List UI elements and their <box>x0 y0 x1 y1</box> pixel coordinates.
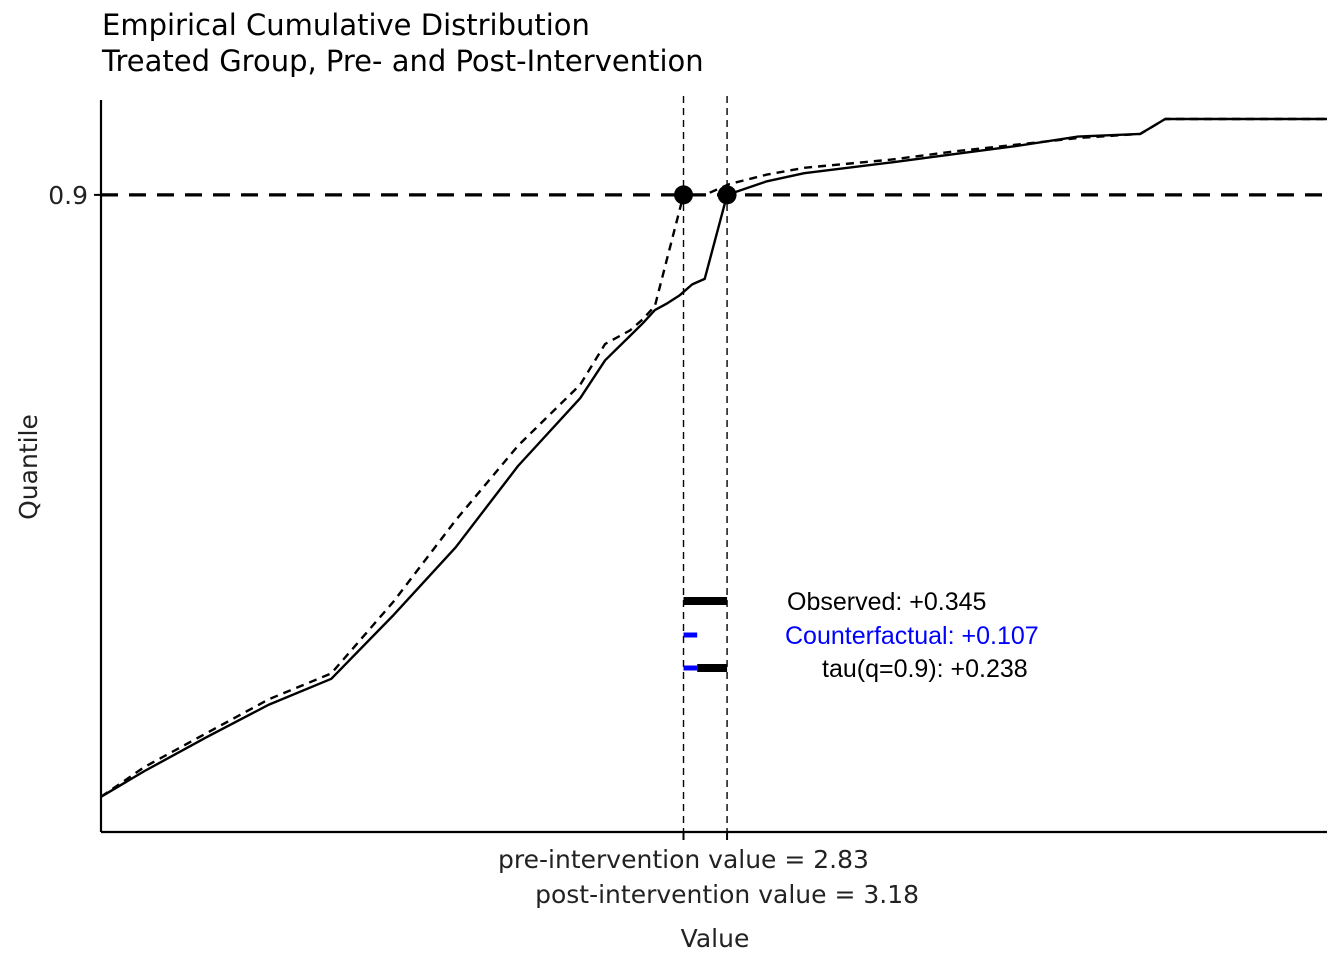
chart-title: Empirical Cumulative Distribution <box>102 8 590 42</box>
chart-subtitle: Treated Group, Pre- and Post-Interventio… <box>102 44 704 78</box>
quantile-marks <box>101 96 1327 832</box>
quantile-point <box>674 185 694 205</box>
annotations: Observed: +0.345 Counterfactual: +0.107 ta… <box>683 588 1039 683</box>
y-tick-label: 0.9 <box>48 181 88 210</box>
axes: 0.9 pre-intervention value = 2.83 post-int… <box>48 100 1327 909</box>
annotation-text: Observed: +0.345 <box>787 588 986 616</box>
series-line-dashed <box>100 117 1327 798</box>
series-lines <box>100 117 1327 798</box>
x-tick-label: pre-intervention value = 2.83 <box>498 845 869 874</box>
annotation-text: tau(q=0.9): +0.238 <box>822 655 1028 683</box>
x-axis-label: Value <box>681 924 750 953</box>
y-axis-label: Quantile <box>14 414 43 520</box>
annotation-text: Counterfactual: +0.107 <box>785 622 1039 650</box>
quantile-point <box>717 185 737 205</box>
series-line-solid <box>100 117 1327 798</box>
x-tick-label: post-intervention value = 3.18 <box>535 880 919 909</box>
